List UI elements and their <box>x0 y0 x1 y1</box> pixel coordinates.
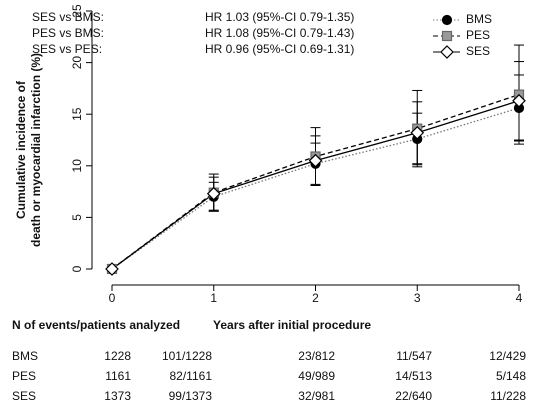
table-cell: 49/989 <box>298 369 335 383</box>
table-row-label: PES <box>12 369 36 383</box>
marker <box>308 153 323 168</box>
y-axis-label: Cumulative incidence of <box>14 80 28 219</box>
table-cell: 23/812 <box>298 349 335 363</box>
y-tick-label: 20 <box>70 56 84 70</box>
annotation-text: HR 1.03 (95%-CI 0.79-1.35) <box>205 10 354 24</box>
table-cell: 82/1161 <box>170 369 213 383</box>
table-cell: 5/148 <box>496 369 526 383</box>
table-cell: 32/981 <box>298 389 335 403</box>
y-tick-label: 5 <box>70 214 84 221</box>
table-cell: 1228 <box>104 349 131 363</box>
table-cell: 12/429 <box>489 349 526 363</box>
y-tick-group: 5 <box>70 214 84 221</box>
y-tick-label: 0 <box>70 265 84 272</box>
table-title: N of events/patients analyzed <box>12 318 180 332</box>
y-tick-label: 15 <box>70 107 84 121</box>
table-cell: 99/1373 <box>169 389 213 403</box>
annotation-text: HR 0.96 (95%-CI 0.69-1.31) <box>205 42 354 56</box>
marker <box>440 45 454 59</box>
table-cell: 11/547 <box>396 349 432 363</box>
marker <box>105 262 119 276</box>
annotation-text: HR 1.08 (95%-CI 0.79-1.43) <box>205 26 354 40</box>
marker <box>410 125 425 140</box>
x-tick-label: 4 <box>516 291 523 305</box>
y-tick-group: 15 <box>70 107 84 121</box>
marker <box>512 93 526 108</box>
x-axis-label: Years after initial procedure <box>213 318 371 332</box>
annotation-label: PES vs BMS: <box>32 26 104 40</box>
y-tick-label: 25 <box>70 4 84 18</box>
y-tick-label: 10 <box>70 159 84 173</box>
x-tick-label: 1 <box>210 291 217 305</box>
marker <box>441 30 453 42</box>
y-tick-group: 20 <box>70 56 84 70</box>
x-tick-label: 2 <box>312 291 319 305</box>
x-tick-label: 3 <box>414 291 421 305</box>
table-cell: 1161 <box>105 369 131 383</box>
annotation-label: SES vs BMS: <box>32 10 104 24</box>
annotation-label: SES vs PES: <box>32 42 102 56</box>
legend-label: BMS <box>466 12 492 26</box>
table-row-label: SES <box>12 389 36 403</box>
y-axis-label: death or myocardial infarction (%) <box>29 53 43 247</box>
legend-label: PES <box>466 28 490 42</box>
table-cell: 11/228 <box>490 389 526 403</box>
y-tick-group: 0 <box>70 265 84 272</box>
legend-label: SES <box>466 44 490 58</box>
y-tick-group: 25 <box>70 4 84 18</box>
marker <box>206 186 221 201</box>
table-cell: 1373 <box>104 389 131 403</box>
x-tick-label: 0 <box>109 291 116 305</box>
marker <box>441 14 453 26</box>
table-cell: 22/640 <box>395 389 432 403</box>
table-cell: 14/513 <box>395 369 432 383</box>
y-tick-group: 10 <box>70 159 84 173</box>
table-cell: 101/1228 <box>162 349 212 363</box>
table-row-label: BMS <box>12 349 38 363</box>
